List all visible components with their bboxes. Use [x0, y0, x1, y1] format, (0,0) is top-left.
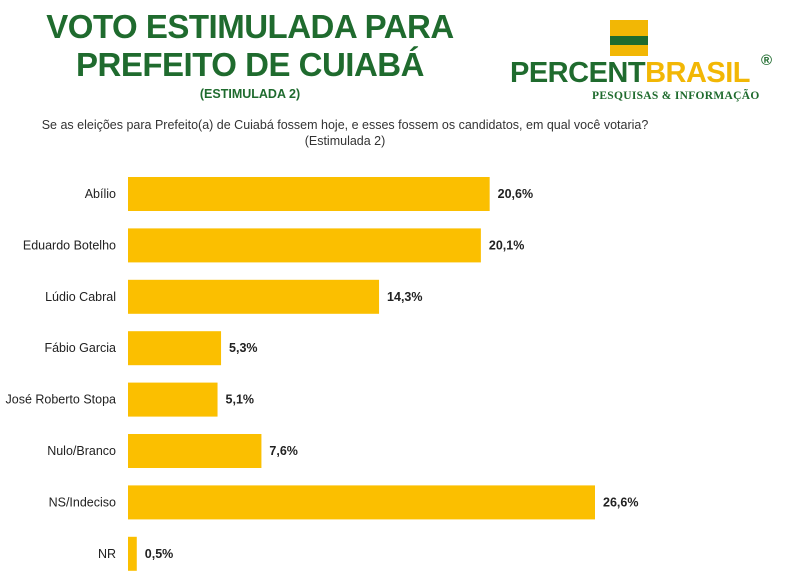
logo-word-part2: BRASIL: [645, 57, 751, 89]
bar: [128, 485, 595, 520]
bar: [128, 434, 262, 468]
category-label: Nulo/Branco: [47, 444, 116, 458]
logo-word-part1: PERCENT: [510, 57, 646, 89]
bar: [128, 228, 481, 263]
value-label: 0,5%: [145, 547, 174, 561]
registered-mark: ®: [761, 52, 773, 69]
value-label: 26,6%: [603, 495, 638, 509]
value-label: 14,3%: [387, 290, 422, 304]
bar-chart: Abílio 20,6% Eduardo Botelho 20,1% Lúdio Cab…: [6, 177, 638, 571]
category-label: José Roberto Stopa: [6, 393, 117, 407]
bar: [128, 382, 218, 417]
category-label: Lúdio Cabral: [45, 290, 116, 304]
category-label: NS/Indeciso: [49, 495, 116, 509]
category-label: Abílio: [85, 187, 116, 201]
percentbrasil-logo: PERCENTBRASIL ® PESQUISAS & INFORMAÇÃO: [508, 12, 798, 112]
chart-title: VOTO ESTIMULADA PARA PREFEITO DE CUIABÁ: [46, 8, 454, 83]
value-label: 5,3%: [229, 341, 258, 355]
bar: [128, 536, 137, 571]
category-label: Fábio Garcia: [44, 341, 116, 355]
bar: [128, 279, 380, 314]
logo-wordmark: PERCENTBRASIL: [510, 57, 751, 89]
bar: [128, 177, 490, 211]
value-label: 20,1%: [489, 238, 524, 252]
category-label: NR: [98, 547, 116, 561]
bar: [128, 331, 222, 366]
logo-tagline: PESQUISAS & INFORMAÇÃO: [592, 90, 760, 102]
category-label: Eduardo Botelho: [23, 238, 116, 252]
chart-subtitle: (ESTIMULADA 2): [199, 87, 301, 101]
value-label: 5,1%: [226, 393, 255, 407]
value-label: 7,6%: [269, 444, 298, 458]
logo-stripe: [610, 36, 648, 45]
value-label: 20,6%: [498, 187, 533, 201]
survey-question: Se as eleições para Prefeito(a) de Cuiab…: [41, 118, 649, 148]
